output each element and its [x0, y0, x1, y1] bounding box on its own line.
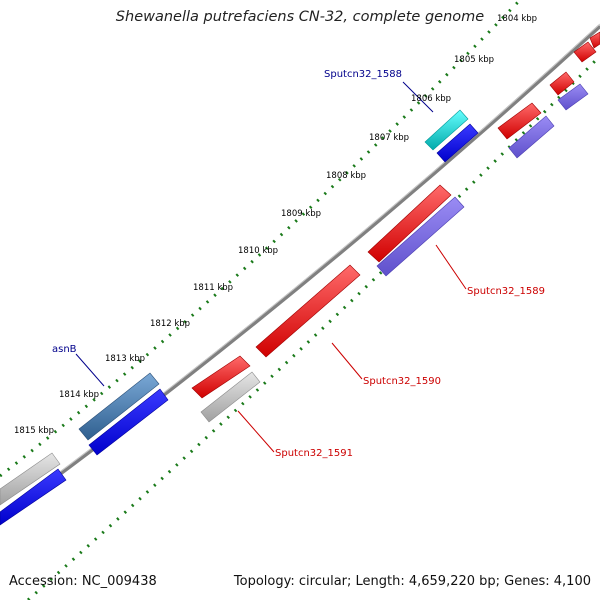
gene-label-sputcn32-1590[interactable]: Sputcn32_1590 — [363, 376, 441, 387]
feature-sputcn32-1589[interactable] — [367, 184, 452, 263]
tick-label: 1809 kbp — [281, 209, 321, 219]
tick-label: 1811 kbp — [193, 283, 233, 293]
feature-sputcn32-1588[interactable] — [424, 109, 469, 151]
tick-label: 1806 kbp — [411, 94, 451, 104]
feature-left-gray[interactable] — [0, 452, 61, 506]
genome-summary: Topology: circular; Length: 4,659,220 bp… — [233, 574, 591, 589]
genome-title: Shewanella putrefaciens CN-32, complete … — [115, 9, 485, 25]
leader-line-sputcn32-1588 — [402, 81, 434, 113]
feature-asnb[interactable] — [78, 372, 160, 441]
gene-label-sputcn32-1588[interactable]: Sputcn32_1588 — [324, 69, 402, 80]
outer-tick-ring — [0, 0, 522, 478]
tick-label: 1814 kbp — [59, 390, 99, 400]
feature-sputcn32-1591-gene[interactable] — [200, 371, 261, 423]
genome-backbone-highlight — [0, 23, 600, 517]
tick-label: 1810 kbp — [238, 246, 278, 256]
feature-top-right-red-3[interactable] — [573, 41, 597, 63]
tick-label: 1807 kbp — [369, 133, 409, 143]
leader-line-sputcn32-1589 — [435, 244, 467, 290]
tick-label: 1812 kbp — [150, 319, 190, 329]
leader-line-sputcn32-1591 — [237, 410, 275, 453]
feature-left-blue[interactable] — [0, 468, 67, 526]
feature-asnb-cds[interactable] — [88, 388, 169, 456]
feature-top-right-slate-2[interactable] — [557, 83, 589, 111]
feature-top-right-slate-1[interactable] — [508, 115, 555, 159]
feature-top-right-red-1[interactable] — [497, 102, 542, 140]
tick-label: 1813 kbp — [105, 354, 145, 364]
leader-line-asnb — [75, 353, 105, 387]
tick-label: 1805 kbp — [454, 55, 494, 65]
gene-label-asnb[interactable]: asnB — [52, 344, 77, 355]
accession-label: Accession: NC_009438 — [9, 574, 157, 589]
feature-sputcn32-1589-cds[interactable] — [376, 196, 465, 277]
tick-label: 1804 kbp — [497, 14, 537, 24]
gene-label-sputcn32-1591[interactable]: Sputcn32_1591 — [275, 448, 353, 459]
feature-top-right-red-2[interactable] — [549, 71, 575, 96]
feature-sputcn32-1591[interactable] — [191, 355, 251, 399]
leader-line-sputcn32-1590 — [331, 342, 363, 380]
feature-top-right-red-4[interactable] — [589, 31, 600, 49]
tick-label: 1808 kbp — [326, 171, 366, 181]
genome-backbone — [0, 24, 600, 520]
feature-sputcn32-1590[interactable] — [255, 264, 361, 358]
feature-sputcn32-1588-cds[interactable] — [436, 123, 479, 163]
tick-label: 1815 kbp — [14, 426, 54, 436]
inner-tick-ring — [27, 54, 600, 600]
gene-label-sputcn32-1589[interactable]: Sputcn32_1589 — [467, 286, 545, 297]
